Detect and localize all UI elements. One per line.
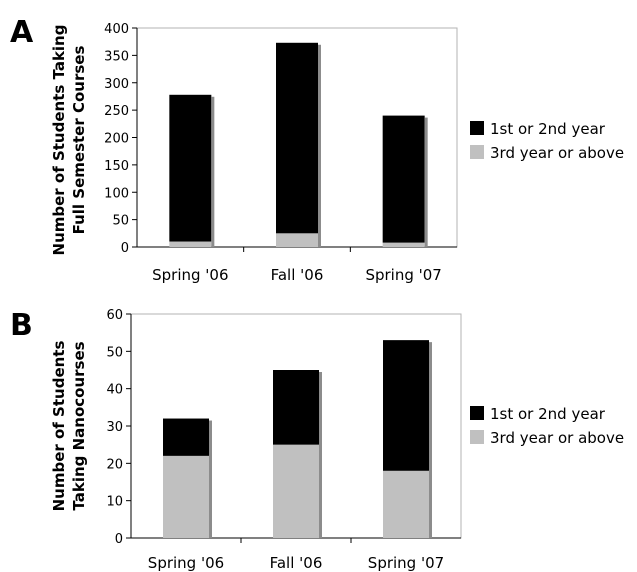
panel-a-legend-label: 3rd year or above bbox=[490, 144, 624, 162]
panel-a-bar-lower-year bbox=[276, 42, 318, 234]
panel-b-y-tick-label: 40 bbox=[106, 383, 123, 398]
panel-a-bar-upper-year bbox=[276, 233, 318, 247]
panel-b-y-tick-label: 10 bbox=[106, 495, 123, 510]
panel-a-y-tick-label: 400 bbox=[104, 22, 129, 37]
panel-b-legend-swatch bbox=[470, 406, 484, 420]
panel-a-bars bbox=[169, 42, 428, 247]
panel-a-y-axis-label-line1: Number of Students Taking bbox=[50, 25, 68, 256]
panel-b-bar-shadow bbox=[209, 420, 212, 538]
panel-b-legend: 1st or 2nd year 3rd year or above bbox=[470, 405, 624, 447]
panel-a-bar-lower-year bbox=[169, 94, 212, 242]
panel-a: A Number of Students Taking Full Semeste… bbox=[10, 15, 624, 284]
panel-b-axes: 0 10 20 30 40 50 60 Spring '06 Fall '06 Spring '0… bbox=[106, 308, 461, 572]
panel-b-x-category-label: Spring '07 bbox=[368, 554, 444, 572]
panel-a-legend-swatch bbox=[470, 121, 484, 135]
panel-a-bar-lower-year bbox=[382, 115, 425, 243]
panel-b-bar-shadow bbox=[429, 342, 432, 538]
panel-b-y-tick-label: 0 bbox=[115, 532, 123, 547]
panel-b-legend-swatch bbox=[470, 430, 484, 444]
panel-b-x-category-label: Fall '06 bbox=[270, 554, 323, 572]
panel-a-y-tick-label: 0 bbox=[121, 241, 129, 256]
panel-a-bar-shadow bbox=[424, 117, 428, 247]
panel-a-x-category-label: Fall '06 bbox=[271, 266, 324, 284]
panel-b-y-tick-label: 50 bbox=[106, 345, 123, 360]
panel-b-bar-upper-year bbox=[273, 444, 319, 538]
panel-b-bar-upper-year bbox=[163, 455, 209, 538]
panel-b-y-axis-label-line1: Number of Students bbox=[50, 341, 68, 512]
panel-b-bar-lower-year bbox=[383, 340, 429, 471]
panel-a-bar-shadow bbox=[211, 96, 215, 247]
panel-b-bar-upper-year bbox=[383, 470, 429, 538]
panel-a-bar-upper-year bbox=[382, 242, 425, 247]
panel-b-y-tick-label: 60 bbox=[106, 308, 123, 323]
panel-a-y-tick-label: 200 bbox=[104, 132, 129, 147]
panel-a-y-tick-label: 50 bbox=[112, 214, 129, 229]
panel-a-legend-label: 1st or 2nd year bbox=[490, 120, 606, 138]
panel-b-label: B bbox=[10, 308, 33, 343]
panel-b-legend-label: 3rd year or above bbox=[490, 429, 624, 447]
panel-a-legend-swatch bbox=[470, 145, 484, 159]
panel-a-y-axis-label-line2: Full Semester Courses bbox=[70, 46, 88, 235]
panel-a-y-tick-label: 350 bbox=[104, 49, 129, 64]
panel-b-legend-label: 1st or 2nd year bbox=[490, 405, 606, 423]
panel-a-y-tick-label: 300 bbox=[104, 77, 129, 92]
panel-b-x-category-label: Spring '06 bbox=[148, 554, 224, 572]
panel-b-bar-shadow bbox=[319, 372, 322, 538]
panel-b-y-axis-label-line2: Taking Nanocourses bbox=[70, 341, 88, 510]
panel-a-legend: 1st or 2nd year 3rd year or above bbox=[470, 120, 624, 162]
panel-b: B Number of Students Taking Nanocourses … bbox=[10, 308, 624, 572]
panel-b-bar-lower-year bbox=[163, 418, 209, 456]
panel-a-label: A bbox=[10, 15, 34, 50]
panel-a-bar-upper-year bbox=[169, 241, 212, 247]
panel-b-y-tick-label: 20 bbox=[106, 457, 123, 472]
panel-b-bars bbox=[163, 340, 432, 538]
panel-a-axes: 0 50 100 150 200 250 300 350 400 Spring '06 Fall '… bbox=[104, 22, 457, 284]
panel-a-y-tick-label: 150 bbox=[104, 159, 129, 174]
panel-a-bar-shadow bbox=[318, 44, 321, 247]
panel-a-x-category-label: Spring '06 bbox=[152, 266, 228, 284]
panel-a-y-tick-label: 100 bbox=[104, 186, 129, 201]
panel-a-x-category-label: Spring '07 bbox=[365, 266, 441, 284]
panel-b-y-tick-label: 30 bbox=[106, 420, 123, 435]
panel-b-bar-lower-year bbox=[273, 370, 319, 445]
panel-a-y-tick-label: 250 bbox=[104, 104, 129, 119]
